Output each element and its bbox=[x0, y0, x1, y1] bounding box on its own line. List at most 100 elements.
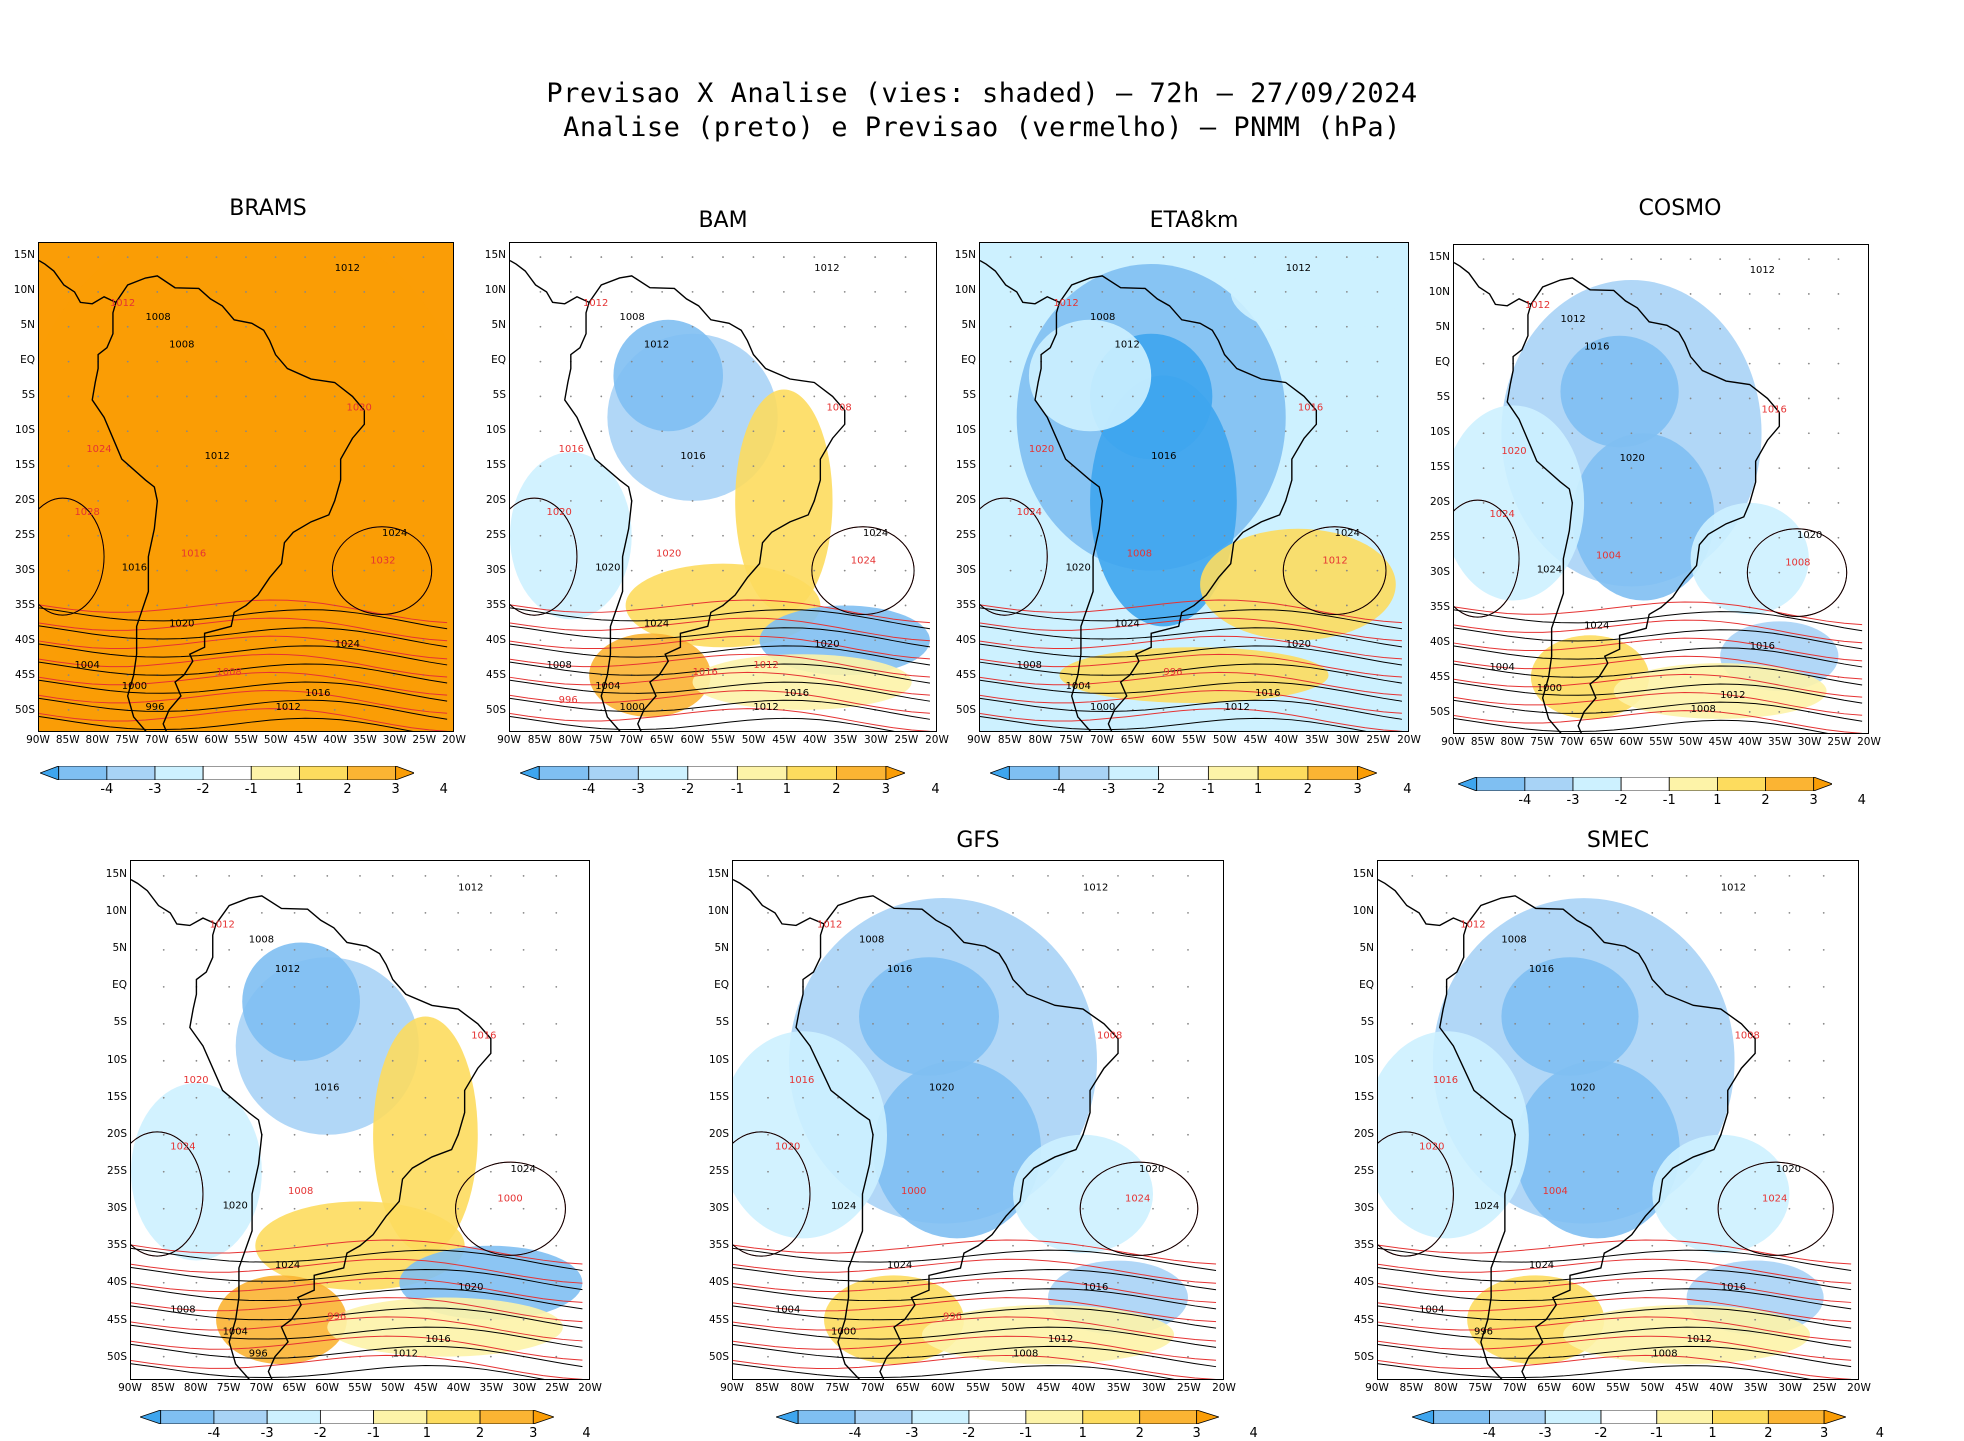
isobar-line bbox=[733, 1335, 1217, 1361]
grid-dot bbox=[1719, 432, 1722, 435]
colorbar-swatch bbox=[588, 766, 639, 780]
grid-dot bbox=[555, 1133, 558, 1136]
lat-tick-label: 5N bbox=[112, 942, 127, 955]
grid-dot bbox=[1719, 502, 1722, 504]
lat-tick-label: 15N bbox=[1428, 251, 1450, 263]
analysis-contour-label: 1008 bbox=[1090, 312, 1115, 323]
map-canvas: 1012100810121016102010241024102010161012… bbox=[510, 256, 931, 731]
grid-dot bbox=[185, 395, 188, 398]
analysis-contour-label: 1004 bbox=[775, 1304, 800, 1315]
grid-dot bbox=[1548, 1133, 1551, 1136]
colorbar-label: -1 bbox=[1201, 782, 1215, 797]
grid-dot bbox=[630, 604, 633, 607]
grid-dot bbox=[422, 430, 425, 433]
grid-dot bbox=[1807, 502, 1810, 504]
colorbar-low-arrow bbox=[520, 766, 540, 780]
analysis-contour-label: 1008 bbox=[1691, 704, 1716, 715]
grid-dot bbox=[489, 1281, 492, 1284]
grid-dot bbox=[195, 948, 198, 951]
lat-tick-label: 40S bbox=[14, 634, 35, 646]
colorbar-label: 3 bbox=[1809, 793, 1818, 808]
colorbar-swatch bbox=[1765, 777, 1815, 791]
grid-dot bbox=[304, 569, 307, 572]
isobar-line bbox=[131, 1335, 583, 1361]
analysis-contour-label: 996 bbox=[145, 702, 164, 713]
grid-dot bbox=[1152, 1133, 1154, 1136]
grid-dot bbox=[156, 360, 159, 363]
bias-shading bbox=[1572, 433, 1715, 601]
grid-dot bbox=[1719, 1355, 1722, 1358]
analysis-contour-label: 1008 bbox=[859, 934, 884, 945]
grid-dot bbox=[1617, 911, 1619, 914]
forecast-contour-label: 1020 bbox=[775, 1142, 800, 1153]
lon-tick-label: 40W bbox=[1071, 1382, 1096, 1394]
grid-dot bbox=[457, 948, 460, 951]
grid-dot bbox=[215, 256, 218, 259]
grid-dot bbox=[1070, 325, 1073, 328]
grid-dot bbox=[904, 604, 907, 607]
lon-tick-label: 30W bbox=[512, 1382, 537, 1394]
analysis-contour-label: 1000 bbox=[1090, 702, 1115, 713]
forecast-contour-label: 1012 bbox=[1053, 298, 1078, 309]
grid-dot bbox=[333, 395, 336, 398]
grid-dot bbox=[1719, 258, 1722, 261]
grid-dot bbox=[67, 291, 70, 293]
isobar-line bbox=[1378, 1343, 1852, 1368]
grid-dot bbox=[1778, 606, 1781, 609]
grid-dot bbox=[1541, 502, 1544, 504]
analysis-contour-label: 1012 bbox=[275, 964, 300, 975]
grid-dot bbox=[1162, 291, 1165, 293]
grid-dot bbox=[1411, 1170, 1414, 1173]
lon-tick-label: 90W bbox=[26, 734, 50, 746]
colorbar-low-arrow bbox=[1412, 1410, 1435, 1424]
lat-tick-label: 50S bbox=[955, 704, 976, 716]
grid-dot bbox=[1411, 1022, 1414, 1025]
isobar-line bbox=[1378, 1258, 1852, 1284]
grid-dot bbox=[392, 465, 395, 467]
analysis-contour-label: 1020 bbox=[929, 1082, 954, 1093]
grid-dot bbox=[722, 291, 724, 293]
grid-dot bbox=[630, 639, 633, 642]
grid-dot bbox=[1600, 606, 1603, 609]
grid-dot bbox=[1082, 1355, 1084, 1358]
grid-dot bbox=[1822, 1096, 1825, 1099]
isobar-line bbox=[131, 1277, 583, 1303]
grid-dot bbox=[813, 674, 816, 677]
figure-title-line-2: Analise (preto) e Previsao (vermelho) – … bbox=[563, 112, 1401, 143]
grid-dot bbox=[1617, 1207, 1619, 1210]
colorbar-label: -3 bbox=[260, 1426, 274, 1441]
grid-dot bbox=[1748, 467, 1751, 469]
analysis-contour-label: 1024 bbox=[644, 618, 669, 629]
grid-dot bbox=[874, 395, 877, 398]
grid-dot bbox=[1822, 1133, 1825, 1136]
grid-dot bbox=[67, 430, 70, 433]
grid-dot bbox=[293, 948, 296, 951]
lat-tick-label: 20S bbox=[106, 1127, 127, 1140]
grid-dot bbox=[1117, 1096, 1119, 1099]
grid-dot bbox=[1315, 709, 1318, 711]
grid-dot bbox=[1187, 1355, 1189, 1358]
colorbar-swatch bbox=[911, 1410, 970, 1424]
lon-tick-label: 90W bbox=[118, 1382, 142, 1394]
colorbar-swatch bbox=[1668, 777, 1718, 791]
colorbar-label: -3 bbox=[148, 782, 162, 797]
lon-tick-label: 60W bbox=[315, 1382, 340, 1394]
grid-dot bbox=[782, 500, 785, 502]
colorbar-high-arrow bbox=[1823, 1410, 1846, 1424]
grid-dot bbox=[1070, 256, 1073, 258]
grid-dot bbox=[977, 1096, 979, 1099]
grid-dot bbox=[1009, 534, 1012, 537]
grid-dot bbox=[392, 639, 395, 642]
lon-tick-label: 50W bbox=[1001, 1382, 1026, 1394]
grid-dot bbox=[1748, 397, 1751, 400]
grid-dot bbox=[1254, 360, 1257, 363]
grid-dot bbox=[874, 500, 877, 502]
grid-dot bbox=[1284, 256, 1287, 258]
grid-dot bbox=[843, 569, 846, 572]
analysis-contour-label: 1000 bbox=[620, 702, 645, 713]
grid-dot bbox=[1101, 395, 1104, 398]
isobar-high-loop bbox=[1717, 1161, 1834, 1256]
grid-dot bbox=[600, 500, 603, 502]
grid-dot bbox=[1548, 948, 1551, 951]
grid-dot bbox=[555, 875, 558, 877]
